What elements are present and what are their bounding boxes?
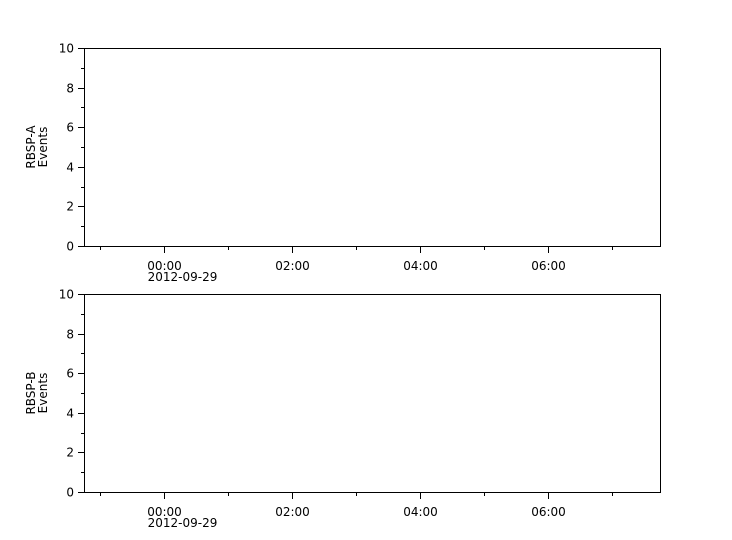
plot-frame (84, 294, 661, 493)
x-tick-label: 06:00 (531, 505, 566, 519)
x-tick-label: 06:00 (531, 259, 566, 273)
y-tick-label: 8 (66, 328, 74, 342)
y-tick-label: 0 (66, 486, 74, 500)
y-tick-label: 10 (59, 288, 74, 302)
x-tick-label: 02:00 (275, 505, 310, 519)
plot-frame (84, 48, 661, 247)
y-tick-label: 2 (66, 446, 74, 460)
x-tick-label: 00:00 (147, 505, 182, 519)
y-tick-label: 0 (66, 240, 74, 254)
x-tick-label: 04:00 (403, 259, 438, 273)
x-date-label: 2012-09-29 (148, 516, 218, 530)
y-axis-label: RBSP-B (24, 371, 38, 414)
y-tick-label: 2 (66, 200, 74, 214)
x-tick-label: 00:00 (147, 259, 182, 273)
y-tick-label: 6 (66, 367, 74, 381)
x-tick-label: 04:00 (403, 505, 438, 519)
y-tick-label: 4 (66, 161, 74, 175)
y-axis-label-units: Events (36, 127, 50, 168)
y-tick-label: 10 (59, 42, 74, 56)
x-tick-label: 02:00 (275, 259, 310, 273)
y-axis-label: RBSP-A (24, 125, 38, 169)
y-axis-label-units: Events (36, 373, 50, 414)
y-tick-label: 4 (66, 407, 74, 421)
y-tick-label: 6 (66, 121, 74, 135)
y-tick-label: 8 (66, 82, 74, 96)
x-date-label: 2012-09-29 (148, 270, 218, 284)
